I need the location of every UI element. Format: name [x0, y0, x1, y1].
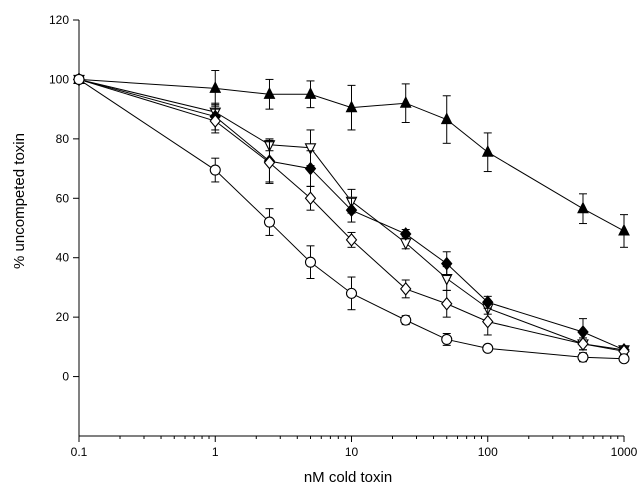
y-tick-label: 0 [62, 370, 69, 384]
x-tick-label: 1 [212, 445, 219, 459]
data-point-circle [209, 164, 221, 176]
series-line [78, 79, 625, 360]
data-point-triangle-up [618, 223, 630, 236]
data-point-diamond [400, 227, 412, 241]
data-point-diamond [441, 256, 453, 271]
x-tick-label: 10 [345, 445, 359, 459]
y-tick-label: 20 [56, 310, 70, 324]
y-tick-label: 100 [49, 72, 69, 86]
x-tick-label: 0.1 [71, 445, 88, 459]
y-axis-label: % uncompeted toxin [11, 133, 28, 269]
x-axis-ticks: 0.1 1 10 100 1000 [71, 436, 638, 459]
data-point-diamond [345, 203, 358, 218]
data-point-circle [618, 353, 630, 365]
data-point-diamond [209, 114, 221, 128]
y-tick-label: 40 [56, 251, 70, 265]
data-point-diamond [482, 314, 494, 329]
x-tick-label: 1000 [611, 445, 638, 459]
x-axis-label: nM cold toxin [304, 469, 392, 486]
data-point-diamond [304, 191, 317, 206]
series-layer [73, 70, 630, 365]
data-point-circle [263, 216, 276, 228]
data-point-diamond [577, 337, 589, 351]
data-point-triangle-down [304, 143, 317, 156]
data-point-diamond [263, 155, 276, 170]
plot-frame [78, 20, 624, 437]
series-diamond-open [73, 72, 630, 359]
data-point-triangle-up [577, 201, 589, 214]
data-point-triangle-up [440, 112, 453, 125]
data-point-triangle-up [481, 144, 494, 157]
data-point-triangle-up [209, 81, 222, 93]
data-point-diamond [441, 296, 453, 311]
data-point-diamond [345, 233, 358, 247]
y-axis-ticks: 0 20 40 60 80 100 120 [49, 13, 79, 384]
data-point-circle [345, 287, 358, 299]
x-tick-label: 100 [478, 445, 498, 459]
series-line [78, 78, 625, 352]
y-tick-label: 120 [49, 13, 69, 27]
data-point-triangle-up [399, 95, 412, 108]
data-point-diamond [577, 325, 589, 339]
series-circle-open [73, 73, 630, 365]
data-point-circle [73, 73, 85, 85]
data-point-circle [400, 314, 412, 326]
data-point-circle [441, 333, 453, 345]
data-point-triangle-up [263, 87, 276, 99]
data-point-circle [577, 351, 589, 363]
data-point-triangle-up [345, 100, 358, 113]
data-point-circle [304, 256, 317, 268]
data-point-diamond [304, 161, 317, 176]
y-tick-label: 80 [56, 132, 70, 146]
data-point-diamond [400, 282, 412, 296]
data-point-circle [482, 342, 494, 354]
series-line [78, 78, 625, 351]
y-tick-label: 60 [56, 191, 70, 205]
series-line [78, 78, 625, 232]
data-point-triangle-up [304, 87, 317, 99]
